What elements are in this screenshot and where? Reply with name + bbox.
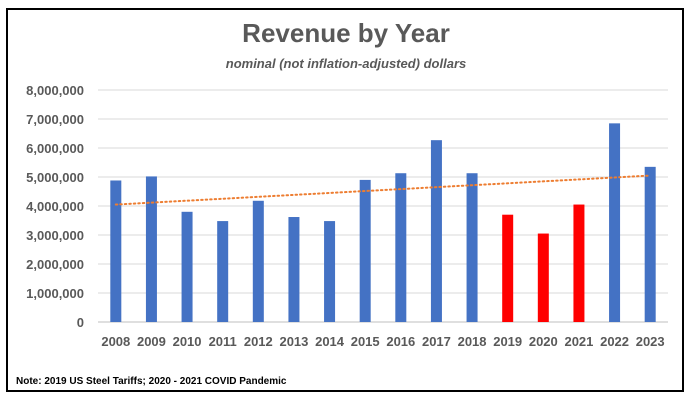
bar	[181, 211, 193, 322]
bar	[288, 217, 300, 322]
y-tick-label: 2,000,000	[26, 257, 84, 272]
bar	[145, 176, 157, 322]
x-axis-ticks: 2008 2009 2010 2011 2012 2013 2014 2015 2016 2017…	[101, 334, 664, 349]
y-tick-label: 0	[77, 315, 84, 330]
x-tick-label: 2018	[458, 334, 487, 349]
y-tick-label: 5,000,000	[26, 170, 84, 185]
bar	[359, 179, 371, 322]
bar	[324, 221, 336, 322]
chart-title: Revenue by Year	[242, 18, 450, 48]
x-tick-label: 2017	[422, 334, 451, 349]
x-tick-label: 2012	[244, 334, 273, 349]
x-tick-label: 2008	[101, 334, 130, 349]
x-tick-label: 2015	[351, 334, 380, 349]
bar	[217, 221, 229, 322]
footnote: Note: 2019 US Steel Tariffs; 2020 - 2021…	[16, 376, 287, 387]
bar	[110, 180, 122, 322]
x-tick-label: 2014	[315, 334, 345, 349]
bar	[466, 173, 478, 322]
bar	[537, 233, 549, 322]
x-tick-label: 2019	[493, 334, 522, 349]
x-tick-label: 2009	[137, 334, 166, 349]
y-tick-label: 7,000,000	[26, 112, 84, 127]
x-tick-label: 2011	[209, 334, 237, 349]
bar	[609, 123, 621, 322]
x-tick-label: 2010	[173, 334, 202, 349]
x-tick-label: 2016	[386, 334, 415, 349]
bar	[644, 166, 656, 322]
y-tick-label: 4,000,000	[26, 199, 84, 214]
bar	[395, 173, 407, 322]
x-tick-label: 2023	[636, 334, 665, 349]
x-tick-label: 2020	[529, 334, 558, 349]
bar	[573, 204, 585, 322]
x-tick-label: 2021	[564, 334, 593, 349]
x-tick-label: 2013	[279, 334, 308, 349]
y-tick-label: 8,000,000	[26, 83, 84, 98]
x-tick-label: 2022	[600, 334, 629, 349]
y-tick-label: 6,000,000	[26, 141, 84, 156]
bar	[252, 200, 264, 322]
y-tick-label: 3,000,000	[26, 228, 84, 243]
bar	[430, 140, 442, 322]
chart-subtitle: nominal (not inflation-adjusted) dollars	[225, 56, 467, 71]
y-axis-ticks: 0 1,000,000 2,000,000 3,000,000 4,000,000 5,0…	[26, 83, 84, 330]
trendline	[114, 174, 652, 206]
y-tick-label: 1,000,000	[26, 286, 84, 301]
bars	[110, 123, 656, 322]
trendline-group	[114, 174, 652, 206]
gridlines	[98, 89, 668, 323]
bar	[502, 214, 514, 322]
